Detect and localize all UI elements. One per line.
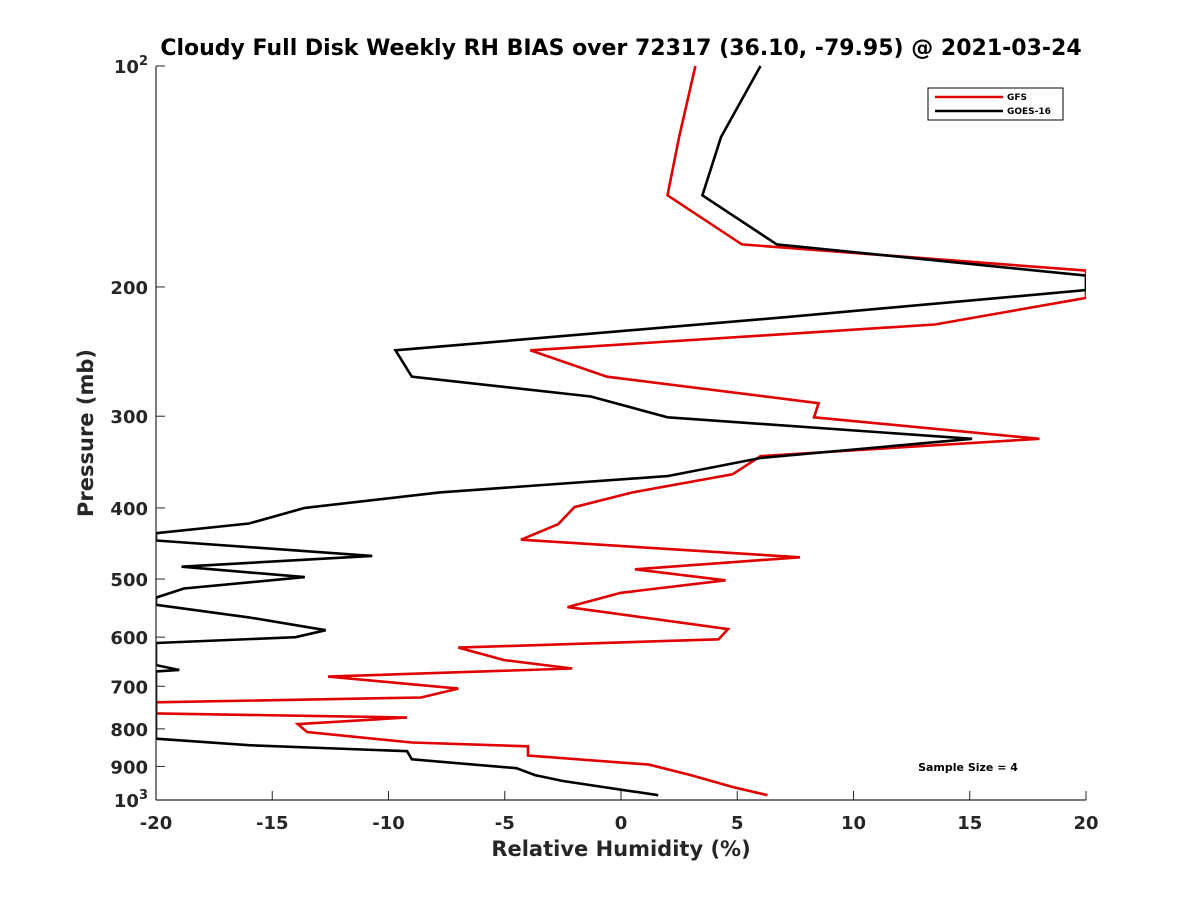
x-tick-label: 20 — [1073, 813, 1098, 834]
x-tick-label: -5 — [495, 813, 515, 834]
series-line-goes16 — [156, 65, 1086, 797]
sample-size-annotation: Sample Size = 4 — [918, 761, 1018, 774]
y-axis-label: Pressure (mb) — [74, 349, 98, 517]
y-tick-label: 102 — [114, 54, 148, 78]
y-tick-label: 700 — [110, 677, 148, 698]
y-tick-label: 900 — [110, 757, 148, 778]
x-tick-label: 5 — [731, 813, 744, 834]
plot-series-group — [156, 65, 1086, 797]
legend-label-gfs: GFS — [1007, 93, 1027, 103]
y-tick-label: 800 — [110, 720, 148, 741]
x-tick-label: -15 — [256, 813, 289, 834]
x-axis-label: Relative Humidity (%) — [491, 837, 750, 861]
chart-title: Cloudy Full Disk Weekly RH BIAS over 723… — [160, 36, 1081, 61]
x-tick-label: -20 — [140, 813, 173, 834]
y-tick-label: 103 — [114, 788, 148, 812]
legend-box — [927, 87, 1064, 121]
series-line-gfs — [156, 65, 1086, 797]
x-tick-label: 0 — [615, 813, 628, 834]
y-tick-label: 600 — [110, 628, 148, 649]
x-tick-label: -10 — [372, 813, 405, 834]
legend: GFS GOES-16 — [927, 87, 1064, 121]
x-tick-label: 15 — [957, 813, 982, 834]
y-tick-label: 400 — [110, 499, 148, 520]
axes-group: -20 -15 -10 -5 0 5 10 15 20 102 200 300 400 500 600 700… — [110, 54, 1098, 834]
y-tick-label: 500 — [110, 570, 148, 591]
y-tick-label: 200 — [110, 278, 148, 299]
y-tick-label: 300 — [110, 407, 148, 428]
legend-label-goes16: GOES-16 — [1007, 107, 1051, 117]
x-tick-label: 10 — [841, 813, 866, 834]
